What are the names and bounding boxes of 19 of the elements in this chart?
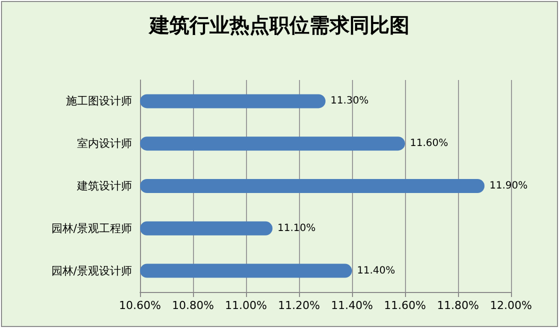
data-label: 11.30% [330, 96, 369, 107]
data-label: 11.10% [278, 222, 316, 234]
x-tick-label: 12.00% [490, 299, 532, 312]
x-tick-label: 10.60% [119, 299, 161, 312]
x-tick-label: 11.40% [331, 299, 373, 312]
y-tick-label: 园林/景观工程师 [51, 222, 132, 235]
x-tick-label: 11.00% [225, 299, 267, 312]
y-tick-label: 园林/景观设计师 [51, 264, 132, 278]
x-tick-label: 10.80% [172, 299, 214, 312]
data-label: 11.60% [410, 138, 448, 150]
data-label: 11.40% [357, 265, 396, 276]
x-tick-label: 11.80% [437, 299, 479, 312]
y-tick-label: 建筑设计师 [76, 180, 132, 192]
x-tick-label: 11.20% [278, 299, 320, 312]
chart-title: 建筑行业热点职位需求同比图 [148, 13, 410, 37]
x-tick-label: 11.60% [384, 299, 426, 312]
y-tick-label: 施工图设计师 [66, 94, 132, 108]
y-tick-label: 室内设计师 [77, 137, 132, 150]
data-label: 11.90% [490, 180, 528, 192]
